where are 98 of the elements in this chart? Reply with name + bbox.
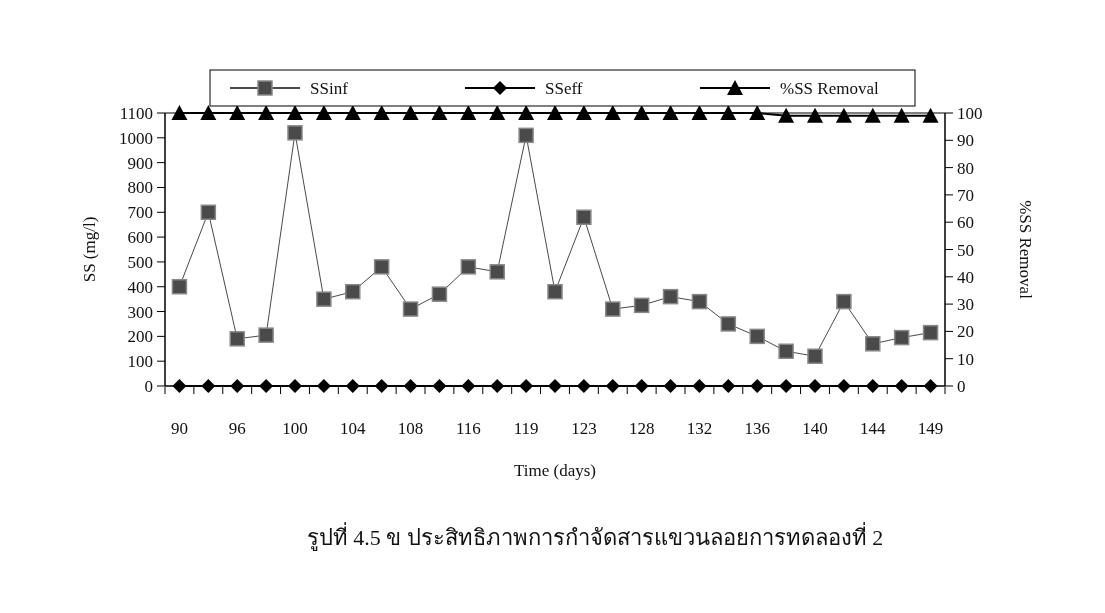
point bbox=[518, 127, 534, 144]
x-tick-label: 108 bbox=[397, 419, 424, 438]
x-tick-label: 96 bbox=[228, 419, 246, 438]
point bbox=[460, 259, 477, 275]
x-tick-label: 140 bbox=[802, 419, 828, 438]
point bbox=[605, 379, 620, 393]
point bbox=[345, 379, 360, 393]
point bbox=[634, 379, 649, 393]
y-tick-label: 300 bbox=[127, 302, 153, 322]
y-tick-label: 700 bbox=[127, 203, 153, 223]
y2-axis-title: %SS Removal bbox=[1016, 200, 1035, 300]
y-tick-label: 800 bbox=[127, 178, 153, 198]
x-tick-label: 128 bbox=[628, 419, 655, 438]
x-tick-label: 144 bbox=[860, 419, 887, 438]
point bbox=[836, 379, 851, 393]
point bbox=[779, 379, 794, 393]
y-axis-title: SS (mg/l) bbox=[80, 216, 99, 283]
point bbox=[259, 379, 274, 393]
point bbox=[663, 379, 678, 393]
y-tick-label: 500 bbox=[127, 252, 153, 272]
x-tick-label: 149 bbox=[917, 419, 944, 438]
y-tick-label: 900 bbox=[127, 153, 153, 173]
point bbox=[432, 379, 447, 393]
point bbox=[576, 209, 592, 225]
y-tick-label: 100 bbox=[127, 352, 153, 372]
x-tick-label: 116 bbox=[455, 419, 481, 438]
y2-tick-label: 100 bbox=[957, 104, 983, 123]
y2-tick-label: 0 bbox=[957, 377, 966, 396]
point bbox=[922, 324, 939, 341]
y2-tick-label: 30 bbox=[957, 295, 974, 315]
point bbox=[201, 379, 216, 393]
y-tick-label: 200 bbox=[127, 327, 153, 347]
y2-tick-label: 60 bbox=[957, 213, 974, 233]
point bbox=[749, 328, 765, 345]
point bbox=[230, 379, 245, 393]
point bbox=[923, 379, 938, 393]
y-tick-label: 0 bbox=[144, 377, 153, 396]
x-axis-title: Time (days) bbox=[513, 461, 597, 480]
y-tick-label: 1100 bbox=[119, 104, 153, 123]
point bbox=[576, 379, 591, 393]
point bbox=[431, 286, 448, 302]
point bbox=[865, 379, 880, 393]
x-tick-label: 132 bbox=[686, 419, 713, 438]
point bbox=[373, 259, 390, 275]
point bbox=[229, 331, 245, 347]
point bbox=[894, 379, 909, 393]
y-tick-label: 400 bbox=[127, 277, 153, 297]
y2-tick-label: 70 bbox=[957, 185, 974, 205]
point bbox=[171, 278, 188, 295]
point bbox=[692, 379, 707, 393]
y2-tick-label: 10 bbox=[957, 349, 974, 369]
point bbox=[403, 379, 418, 393]
point bbox=[172, 379, 187, 393]
point bbox=[547, 283, 563, 300]
point bbox=[548, 379, 562, 393]
x-tick-label: 100 bbox=[282, 419, 308, 438]
point bbox=[893, 329, 910, 346]
y-tick-label: 600 bbox=[127, 228, 153, 248]
y2-tick-label: 80 bbox=[957, 158, 974, 178]
point bbox=[316, 379, 331, 393]
point bbox=[200, 204, 217, 221]
point bbox=[808, 379, 822, 393]
y2-tick-label: 50 bbox=[957, 240, 974, 260]
point bbox=[288, 379, 302, 393]
text: รูปที่ 4.5 ข ประสิทธิภาพการกำจัดสารแขวนลอยการทดลองที่ 2 bbox=[306, 522, 884, 551]
point bbox=[721, 379, 736, 393]
point bbox=[836, 293, 852, 310]
point bbox=[316, 291, 332, 307]
point bbox=[778, 343, 794, 360]
y2-tick-label: 40 bbox=[957, 267, 974, 287]
x-tick-label: 123 bbox=[571, 419, 597, 438]
point bbox=[258, 327, 274, 343]
y-tick-label: 1000 bbox=[119, 128, 153, 148]
y2-tick-label: 90 bbox=[957, 131, 974, 151]
point bbox=[374, 379, 389, 393]
point bbox=[605, 301, 621, 317]
x-tick-label: 119 bbox=[513, 419, 539, 438]
point bbox=[691, 293, 708, 310]
point bbox=[287, 125, 303, 141]
y2-tick-label: 20 bbox=[957, 322, 974, 342]
point bbox=[490, 379, 505, 393]
x-tick-label: 104 bbox=[340, 419, 367, 438]
point bbox=[662, 288, 679, 305]
point bbox=[750, 379, 765, 393]
point bbox=[865, 336, 881, 352]
point bbox=[489, 264, 505, 280]
x-tick-label: 136 bbox=[744, 419, 770, 438]
point bbox=[345, 283, 361, 300]
point bbox=[807, 348, 823, 364]
legend-label: %SS Removal bbox=[780, 79, 879, 98]
point bbox=[402, 301, 419, 317]
legend-label: SSinf bbox=[310, 79, 349, 98]
point bbox=[720, 316, 737, 332]
legend-label: SSeff bbox=[545, 79, 583, 98]
point bbox=[519, 379, 534, 393]
x-tick-label: 90 bbox=[170, 419, 188, 438]
point bbox=[461, 379, 476, 393]
point bbox=[633, 297, 650, 314]
